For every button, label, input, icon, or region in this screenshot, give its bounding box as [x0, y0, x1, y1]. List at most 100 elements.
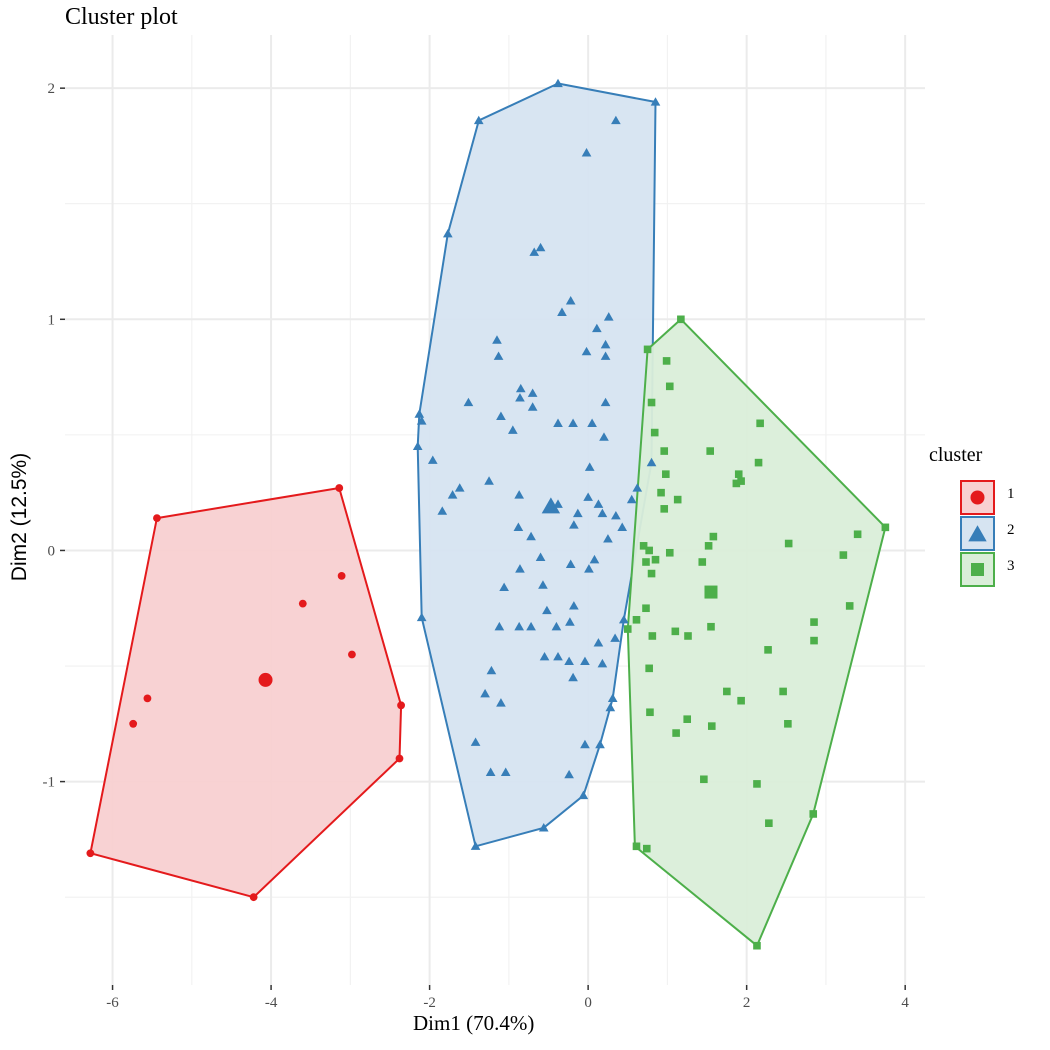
- cluster-3-point: [707, 622, 715, 631]
- cluster-3-point: [662, 357, 671, 365]
- cluster-1-hull: [89, 486, 403, 899]
- cluster-3-point: [665, 548, 674, 557]
- x-tick-label: -2: [423, 995, 436, 1011]
- cluster-3-point: [706, 447, 714, 455]
- x-tick-label: 0: [584, 995, 592, 1011]
- cluster-2-point: [493, 351, 504, 360]
- cluster-points: [86, 78, 890, 950]
- cluster-2-point: [443, 228, 453, 238]
- cluster-2-point: [454, 483, 465, 492]
- cluster-2-point: [568, 672, 578, 682]
- cluster-2-point: [593, 638, 604, 647]
- cluster-2-point: [508, 425, 518, 434]
- cluster-2-point: [589, 554, 600, 564]
- y-axis-ticks: -1 0 1 2: [43, 81, 65, 791]
- cluster-2-point: [565, 559, 576, 568]
- cluster-1-point: [129, 719, 138, 728]
- cluster-3-point: [650, 428, 659, 437]
- cluster-2-point: [578, 790, 589, 800]
- cluster-3-point: [765, 819, 773, 827]
- cluster-2-point: [607, 693, 618, 703]
- cluster-2-point: [569, 601, 579, 610]
- cluster-3-point: [734, 470, 743, 478]
- cluster-2-point: [538, 822, 549, 832]
- cluster-3-point: [753, 780, 761, 788]
- cluster-3-point: [881, 523, 890, 532]
- cluster-3-point: [754, 458, 763, 467]
- cluster-3-point: [651, 555, 660, 564]
- cluster-3-point: [809, 810, 818, 818]
- cluster-2-point: [427, 455, 438, 464]
- cluster-3-hull: [626, 317, 887, 948]
- cluster-2-point: [500, 767, 511, 776]
- cluster-2-point: [447, 490, 458, 499]
- cluster-2-point: [565, 617, 575, 626]
- y-tick-label: 1: [48, 312, 56, 328]
- cluster-3-point: [639, 542, 648, 550]
- cluster-2-point: [553, 651, 563, 661]
- cluster-2-point: [480, 688, 490, 698]
- cluster-3-point: [632, 842, 641, 851]
- cluster-2-point: [527, 388, 538, 397]
- cluster-centroids: [258, 497, 718, 687]
- cluster-2-point: [581, 148, 592, 157]
- cluster-2-point: [611, 510, 621, 520]
- cluster-2-point: [416, 612, 427, 622]
- cluster-3-point: [700, 775, 708, 784]
- cluster-3-point: [737, 477, 745, 485]
- cluster-2-point: [515, 564, 525, 573]
- cluster-2-point: [581, 346, 592, 356]
- cluster-2-point: [538, 580, 548, 589]
- cluster-2-point: [414, 409, 425, 418]
- cluster-2-point: [470, 737, 481, 746]
- cluster-3-point: [704, 542, 713, 550]
- cluster-3-point: [845, 602, 854, 610]
- x-tick-label: -6: [106, 995, 119, 1011]
- legend-key-1: [960, 480, 995, 515]
- cluster-3-point: [672, 729, 680, 737]
- cluster-2-point: [463, 397, 474, 407]
- cluster-2-point: [496, 411, 506, 421]
- cluster-3-point: [683, 715, 692, 723]
- cluster-2-point: [603, 312, 614, 321]
- cluster-2-hull: [416, 82, 657, 848]
- cluster-3-point: [665, 382, 674, 391]
- cluster-3-point: [660, 505, 669, 513]
- cluster-3-point: [646, 708, 654, 717]
- cluster-2-point: [557, 307, 567, 316]
- cluster-3-point: [737, 696, 745, 705]
- cluster-3-point: [660, 447, 669, 455]
- cluster-3-point: [677, 315, 685, 324]
- cluster-2-point: [580, 739, 590, 749]
- cluster-2-point: [564, 769, 574, 779]
- x-axis-label: Dim1 (70.4%): [413, 1011, 535, 1035]
- chart-title: Cluster plot: [65, 4, 178, 30]
- cluster-2-point: [603, 534, 613, 543]
- cluster-2-point: [553, 418, 563, 427]
- cluster-2-point: [568, 418, 578, 427]
- cluster-2-point: [564, 656, 574, 666]
- cluster-2-point: [527, 402, 538, 411]
- cluster-3-point: [732, 479, 741, 488]
- cluster-2-point: [583, 492, 593, 501]
- cluster-2-point: [617, 522, 628, 531]
- cluster-2-point: [535, 242, 546, 252]
- cluster-3-point: [632, 615, 641, 624]
- cluster-2-point: [515, 383, 526, 393]
- legend-label-3: 3: [1007, 558, 1015, 574]
- cluster-3-point: [657, 488, 665, 497]
- legend-symbol-1: [970, 490, 985, 505]
- cluster-2-point: [600, 339, 611, 349]
- cluster-3-point: [643, 345, 652, 354]
- x-tick-label: 2: [743, 995, 751, 1011]
- cluster-2-point: [529, 247, 540, 256]
- x-tick-label: -4: [265, 995, 278, 1011]
- cluster-2-point: [595, 739, 605, 749]
- cluster-3-point: [648, 632, 657, 640]
- cluster-3-point: [642, 604, 650, 613]
- legend-label-1: 1: [1007, 486, 1015, 502]
- y-axis-label: Dim2 (12.5%): [8, 452, 31, 582]
- cluster-3-point: [779, 687, 787, 696]
- cluster-2-point: [553, 78, 563, 88]
- cluster-2-point: [610, 633, 620, 642]
